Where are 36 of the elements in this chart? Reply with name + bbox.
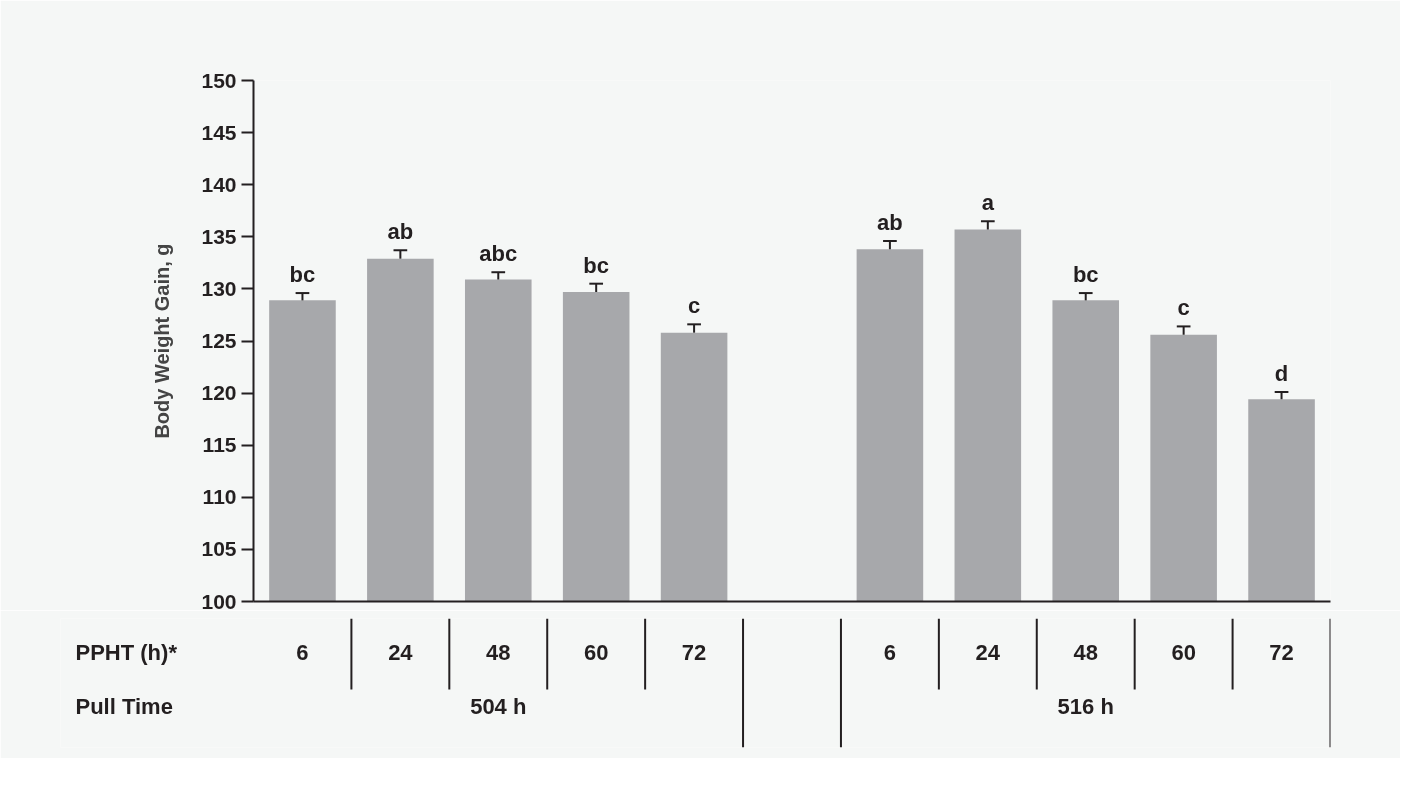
y-tick-label: 145 <box>201 120 237 144</box>
y-tick-label: 140 <box>201 172 237 196</box>
data-label: c <box>1177 295 1190 321</box>
data-label: ab <box>877 209 903 235</box>
data-label: d <box>1274 361 1289 387</box>
data-label: bc <box>583 252 610 278</box>
y-axis-title: Body Weight Gain, g <box>151 243 174 439</box>
data-label: bc <box>289 262 316 288</box>
data-label: c <box>687 293 701 319</box>
y-tick-label: 125 <box>201 329 237 352</box>
data-label: ab <box>387 219 414 245</box>
text: 516 h <box>1057 693 1114 719</box>
x-tick-label: 24 <box>975 639 1001 665</box>
y-tick-label: 120 <box>201 381 237 405</box>
x-tick-label: 6 <box>296 639 309 665</box>
data-label: abc <box>479 241 518 267</box>
x-tick-label: 60 <box>583 639 609 665</box>
x-tick-label: 72 <box>1269 639 1294 665</box>
y-tick-label: 105 <box>201 537 237 561</box>
x-tick-label: 48 <box>486 639 511 665</box>
x-tick-label: 72 <box>681 639 707 665</box>
x-tick-label: 6 <box>883 639 897 665</box>
y-tick-label: 110 <box>202 485 237 509</box>
data-label: a <box>981 190 995 216</box>
x-tick-label: 60 <box>1171 639 1196 665</box>
text: 504 h <box>470 693 527 719</box>
y-tick-label: 115 <box>202 433 237 457</box>
text: PPHT (h)* <box>75 639 178 665</box>
y-tick-label: 150 <box>201 68 237 92</box>
text: Pull Time <box>75 693 173 719</box>
x-tick-label: 48 <box>1073 639 1098 665</box>
x-tick-label: 24 <box>388 639 414 665</box>
data-label: bc <box>1072 262 1099 288</box>
y-tick-label: 135 <box>201 224 237 248</box>
y-tick-label: 100 <box>201 589 237 613</box>
y-tick-label: 130 <box>201 276 237 300</box>
